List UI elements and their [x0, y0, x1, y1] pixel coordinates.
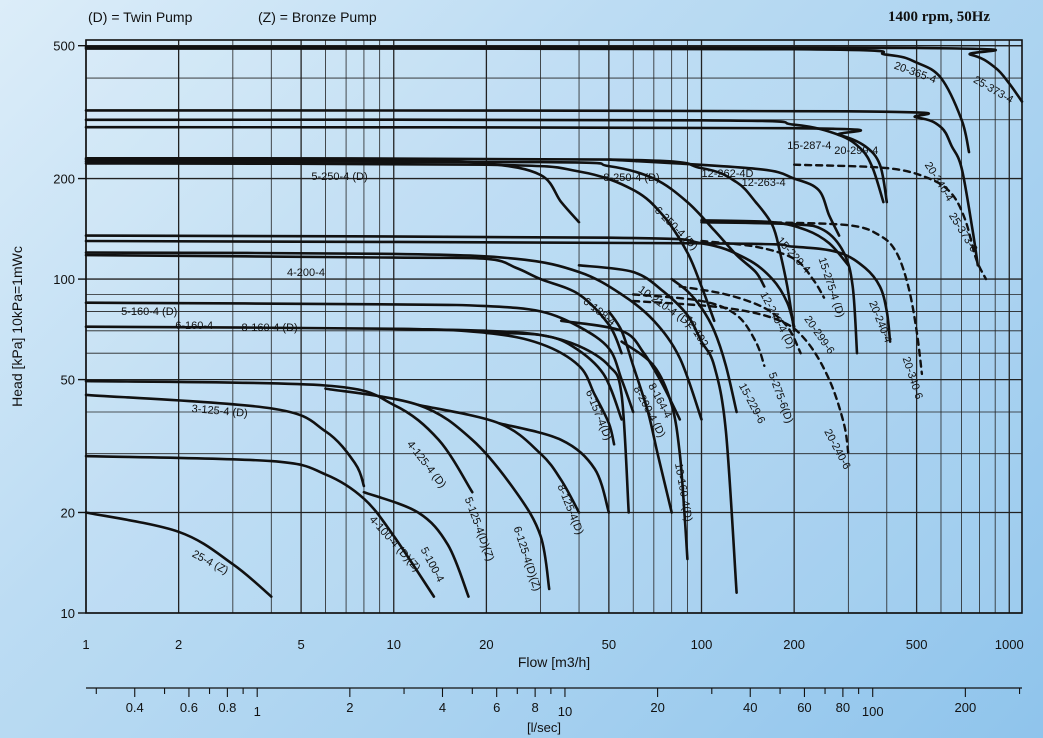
secondary-tick-label: 60	[797, 700, 811, 715]
pump-curve	[84, 325, 616, 446]
secondary-tick-label: 20	[650, 700, 664, 715]
pump-curve	[763, 221, 924, 376]
pump-curve	[84, 158, 581, 224]
secondary-tick-label: 0.8	[218, 700, 236, 715]
pump-curve	[84, 511, 273, 598]
y-tick-label: 50	[61, 373, 75, 388]
pump-curve	[84, 393, 366, 488]
y-axis-title: Head [kPa] 10kPa=1mWc	[9, 246, 25, 407]
pump-curve	[678, 285, 802, 355]
pump-curve	[84, 454, 436, 598]
pump-curve	[84, 162, 716, 323]
pump-curve	[84, 253, 623, 355]
pump-curve	[84, 47, 971, 154]
pump-curve	[324, 387, 551, 591]
y-tick-label: 100	[53, 272, 75, 287]
pump-curve	[84, 125, 889, 204]
secondary-tick-label: 2	[346, 700, 353, 715]
curve-label: 12-262-4D	[702, 168, 754, 180]
curve-label: 6-160-4	[175, 320, 213, 332]
x-tick-label: 200	[783, 637, 805, 652]
secondary-tick-label: 6	[493, 700, 500, 715]
secondary-tick-label: 40	[743, 700, 757, 715]
secondary-axis-title: [l/sec]	[527, 720, 561, 735]
pump-curve	[392, 327, 630, 514]
pump-curve	[632, 293, 766, 367]
pump-curve	[577, 264, 738, 594]
pump-curve	[84, 118, 885, 204]
x-tick-label: 10	[387, 637, 401, 652]
y-tick-label: 500	[53, 39, 75, 54]
curve-label: 12-263-4	[742, 177, 786, 189]
curve-label: 8-160-4 (D)	[241, 322, 297, 334]
secondary-tick-label: 1	[254, 704, 261, 719]
twin-pump-note: (D) = Twin Pump	[88, 9, 193, 25]
pump-curve	[416, 403, 581, 514]
curve-label: 20-299-4	[834, 145, 878, 157]
pump-curve	[84, 160, 766, 288]
x-tick-label: 1	[82, 637, 89, 652]
pump-curve	[485, 331, 623, 421]
pump-curve	[670, 277, 738, 414]
pump-curve	[84, 109, 980, 267]
speed-note: 1400 rpm, 50Hz	[888, 9, 991, 25]
pump-curve	[84, 251, 703, 421]
pump-curve	[362, 490, 470, 598]
curve-label: 8-250-4 (D)	[603, 172, 659, 184]
secondary-tick-label: 0.6	[180, 700, 198, 715]
curve-label: 15-287-4	[787, 140, 831, 152]
pump-curve	[84, 239, 892, 343]
pump-curve	[84, 301, 635, 414]
secondary-tick-label: 8	[532, 700, 539, 715]
grid-lines	[85, 40, 1022, 614]
pump-curve	[84, 45, 1024, 103]
curve-label: 4-200-4	[287, 267, 325, 279]
secondary-tick-label: 10	[558, 704, 572, 719]
pump-curve	[632, 299, 850, 455]
pump-curve	[793, 163, 988, 281]
secondary-tick-label: 0.4	[126, 700, 144, 715]
x-tick-label: 20	[479, 637, 493, 652]
x-tick-label: 1000	[995, 637, 1024, 652]
curve-label: 5-160-4 (D)	[121, 306, 177, 318]
pump-curve	[497, 422, 611, 514]
x-tick-label: 50	[602, 637, 616, 652]
bronze-pump-note: (Z) = Bronze Pump	[258, 9, 377, 25]
pump-curve	[700, 239, 826, 299]
plot-frame	[85, 39, 1023, 614]
x-tick-label: 500	[906, 637, 928, 652]
x-axis-title: Flow [m3/h]	[518, 654, 590, 670]
pump-curve	[700, 219, 850, 267]
pump-curve	[607, 310, 673, 514]
x-tick-label: 100	[691, 637, 713, 652]
secondary-tick-label: 200	[955, 700, 977, 715]
secondary-tick-label: 100	[862, 704, 884, 719]
pump-curve	[607, 158, 841, 237]
secondary-tick-label: 4	[439, 700, 446, 715]
x-tick-label: 2	[175, 637, 182, 652]
x-tick-label: 5	[297, 637, 304, 652]
pump-curve	[84, 157, 796, 333]
pump-curves	[84, 45, 1024, 598]
curve-label: 3-125-4 (D)	[191, 403, 248, 420]
y-tick-label: 10	[61, 606, 75, 621]
secondary-tick-label: 80	[836, 700, 850, 715]
axes: 10 20 50 100 200 500 1 2 5 10 20 50 100 200 500 1000 Flo…	[9, 39, 1024, 735]
y-tick-label: 200	[53, 172, 75, 187]
y-tick-label: 20	[61, 505, 75, 520]
curve-label: 5-250-4 (D)	[311, 171, 367, 183]
pump-curve	[620, 340, 689, 561]
